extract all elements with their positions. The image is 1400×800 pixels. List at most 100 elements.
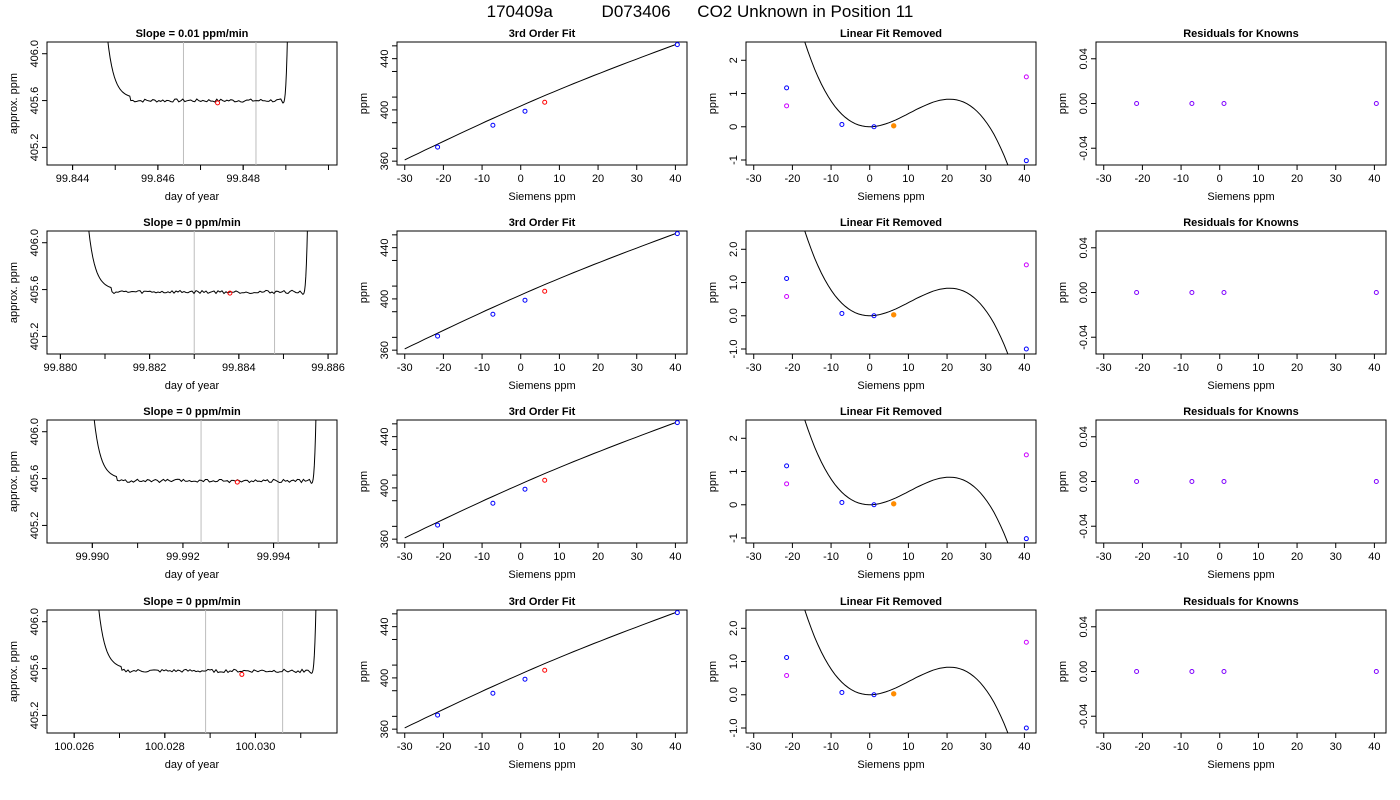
panel-r1-c3: Linear Fit Removed-30 -20 -10 0 10 20 30 40-101… xyxy=(707,28,1037,203)
plot-frame xyxy=(46,419,338,544)
x-tick-label: 0 xyxy=(518,551,524,563)
trace-line xyxy=(88,231,308,295)
plot-frame xyxy=(46,230,338,355)
known-point xyxy=(522,486,528,492)
panel-r4-c4: Residuals for Knowns -30 -20 -10 0 10 20 30 40 -0… xyxy=(1057,596,1387,771)
residual-point xyxy=(1221,479,1227,484)
x-tick-label: -10 xyxy=(1173,551,1189,563)
plot-area xyxy=(1134,101,1379,106)
plot-frame xyxy=(745,609,1037,734)
x-axis-label: day of year xyxy=(165,191,220,203)
x-tick-label: 30 xyxy=(980,362,992,374)
y-axis-label: ppm xyxy=(358,93,370,114)
y-axis-label: ppm xyxy=(1057,93,1069,114)
x-tick-label: -30 xyxy=(1096,741,1112,753)
y-axis-label: ppm xyxy=(358,282,370,303)
x-tick-label: 30 xyxy=(1330,173,1342,185)
x-tick-label: 0 xyxy=(867,551,873,563)
mean-marker xyxy=(215,100,221,106)
plot-frame xyxy=(396,41,688,166)
fit-curve xyxy=(404,233,676,350)
known-point xyxy=(522,108,528,114)
x-axis-label: Siemens ppm xyxy=(1207,759,1274,771)
y-axis-label: ppm xyxy=(707,93,719,114)
y-tick-label: 0.00 xyxy=(1078,282,1090,303)
x-axis-label: Siemens ppm xyxy=(508,191,575,203)
x-tick-label: -10 xyxy=(823,362,839,374)
y-axis-label: approx. ppm xyxy=(8,451,20,512)
x-tick-label: 40 xyxy=(669,551,681,563)
x-tick-label: 30 xyxy=(1330,362,1342,374)
residual-point xyxy=(1023,74,1029,80)
plot-frame xyxy=(1095,230,1387,355)
x-tick-label: -20 xyxy=(1134,362,1150,374)
known-point xyxy=(435,712,441,718)
panel-title: Residuals for Knowns xyxy=(1183,596,1299,608)
plot-frame xyxy=(396,230,688,355)
residual-curve xyxy=(804,610,1009,733)
y-tick-label: 0.00 xyxy=(1078,93,1090,114)
panel-r2-c3: Linear Fit Removed -30 -20 -10 0 10 20 30 40 -1.0… xyxy=(707,217,1037,392)
residual-point xyxy=(1134,101,1140,106)
y-tick-label: -1.0 xyxy=(728,719,740,738)
plot-area xyxy=(88,231,308,354)
x-tick-label: -20 xyxy=(435,362,451,374)
x-axis-label: Siemens ppm xyxy=(857,380,924,392)
residual-point xyxy=(1189,101,1195,106)
panel-title: Slope = 0 ppm/min xyxy=(143,596,241,608)
known-point xyxy=(839,310,845,316)
x-tick-label: -20 xyxy=(784,741,800,753)
y-axis-label: ppm xyxy=(707,471,719,492)
mean-marker xyxy=(239,671,245,677)
x-tick-label: -20 xyxy=(1134,551,1150,563)
panel-r3-c3: Linear Fit Removed-30 -20 -10 0 10 20 30 40-101… xyxy=(707,406,1037,581)
plot-frame xyxy=(396,419,688,544)
plot-frame xyxy=(1095,41,1387,166)
x-tick-label: 20 xyxy=(941,362,953,374)
y-tick-label: 400 xyxy=(379,101,391,119)
x-tick-label: -20 xyxy=(435,551,451,563)
x-tick-label: -10 xyxy=(1173,173,1189,185)
figure-header: 170409a D073406 CO2 Unknown in Position … xyxy=(0,0,1400,24)
residual-point xyxy=(1189,479,1195,484)
x-tick-label: -30 xyxy=(1096,173,1112,185)
x-tick-label: -30 xyxy=(746,551,762,563)
x-tick-label: 30 xyxy=(1330,551,1342,563)
known-point xyxy=(1023,346,1029,352)
x-axis-label: Siemens ppm xyxy=(1207,380,1274,392)
unknown-point xyxy=(891,123,897,129)
y-tick-label: 440 xyxy=(379,427,391,445)
plot-area xyxy=(784,420,1029,543)
y-tick-label: 0.04 xyxy=(1078,48,1090,69)
x-tick-label: 99.990 xyxy=(75,551,109,563)
panel-r4-c2: 3rd Order Fit -30 -20 -10 0 10 20 30 40 360 400 440… xyxy=(358,596,688,771)
residual-point xyxy=(1189,290,1195,295)
trace-line xyxy=(93,420,317,484)
x-tick-label: -30 xyxy=(397,173,413,185)
x-tick-label: 10 xyxy=(902,173,914,185)
y-tick-label: 406.0 xyxy=(29,608,41,636)
y-tick-label: 0.04 xyxy=(1078,237,1090,258)
y-tick-label: -1 xyxy=(728,533,740,543)
panel-title: Linear Fit Removed xyxy=(840,28,942,40)
x-axis-label: Siemens ppm xyxy=(1207,191,1274,203)
x-tick-label: -20 xyxy=(435,173,451,185)
fit-curve xyxy=(404,44,676,161)
residual-point xyxy=(1134,290,1140,295)
x-tick-label: 30 xyxy=(631,173,643,185)
residual-curve xyxy=(804,42,1009,165)
y-axis-label: ppm xyxy=(358,661,370,682)
known-point xyxy=(839,689,845,695)
residual-point xyxy=(1221,101,1227,106)
y-tick-label: 0 xyxy=(728,124,740,130)
x-tick-label: -10 xyxy=(474,173,490,185)
known-point xyxy=(522,297,528,303)
x-tick-label: 10 xyxy=(902,362,914,374)
known-point xyxy=(674,42,680,48)
y-tick-label: 406.0 xyxy=(29,229,41,257)
plot-area xyxy=(404,610,680,729)
x-tick-label: 40 xyxy=(1368,741,1380,753)
x-tick-label: 0 xyxy=(1217,173,1223,185)
known-point xyxy=(674,231,680,237)
mean-marker xyxy=(234,479,240,485)
